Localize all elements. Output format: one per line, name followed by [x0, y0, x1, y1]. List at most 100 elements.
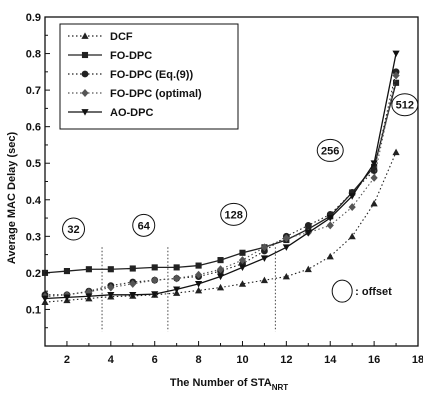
data-point	[370, 167, 378, 174]
data-point	[107, 291, 115, 299]
data-point	[239, 249, 246, 256]
data-point	[173, 274, 181, 283]
data-point	[85, 293, 93, 300]
legend-marker	[81, 32, 89, 39]
y-tick-label: 0.6	[26, 122, 41, 134]
y-tick-label: 0.2	[26, 268, 41, 280]
data-point	[63, 294, 71, 301]
data-point	[194, 280, 203, 288]
data-point	[85, 287, 93, 296]
data-point	[194, 270, 203, 279]
x-axis-title-main: The Number of STA	[170, 377, 272, 389]
data-point	[260, 255, 269, 262]
offset-ellipse	[391, 93, 419, 117]
offset-label: 128	[225, 209, 243, 221]
legend-marker	[81, 70, 89, 78]
y-tick-label: 0.9	[26, 12, 41, 24]
y-tick-label: 0.4	[26, 195, 42, 207]
x-tick-label: 18	[412, 354, 423, 366]
offset-ellipse	[62, 217, 86, 241]
data-point	[304, 221, 312, 229]
data-point	[326, 215, 334, 222]
offset-ellipse	[220, 202, 248, 226]
y-tick-label: 0.8	[26, 49, 41, 61]
x-tick-label: 12	[280, 354, 292, 366]
x-axis-title-subscript: NRT	[272, 383, 289, 392]
series-4	[41, 50, 400, 303]
data-point	[260, 276, 269, 284]
data-point	[41, 295, 49, 303]
legend-marker	[81, 89, 89, 97]
data-point	[304, 265, 312, 273]
offset-label: 256	[321, 145, 339, 157]
data-point	[129, 265, 136, 272]
offset-legend-label: : offset	[355, 286, 392, 298]
x-tick-label: 2	[64, 354, 70, 366]
data-point	[129, 279, 137, 288]
data-point	[348, 193, 356, 200]
legend-label: DCF	[110, 31, 133, 43]
data-point	[348, 203, 356, 212]
data-point	[370, 160, 378, 167]
x-tick-label: 14	[324, 354, 337, 366]
data-point	[173, 286, 181, 293]
offset-label: 64	[138, 220, 151, 232]
legend-marker	[81, 51, 89, 59]
data-point	[129, 291, 137, 299]
x-axis-title: The Number of STANRT	[170, 377, 288, 392]
legend-label: FO-DPC (optimal)	[110, 88, 202, 100]
series-layer	[41, 50, 400, 306]
offset-label: 32	[67, 224, 79, 236]
legend: DCF FO-DPC FO-DPC (Eq.(9)) FO-DPC (optimal)…	[59, 23, 239, 130]
y-tick-label: 0.7	[26, 85, 41, 97]
series-line	[45, 71, 397, 296]
data-point	[238, 280, 247, 287]
data-point	[107, 283, 115, 292]
offset-annotations: 32 64 128 256 512 : offset	[62, 93, 419, 303]
x-tick-label: 6	[152, 354, 158, 366]
data-point	[326, 221, 334, 230]
data-point	[370, 173, 378, 182]
x-tick-label: 16	[368, 354, 380, 366]
axis-ticks: 2 4 6 8 10 12 14 16 18 0.1 0.2 0.3 0.4 0.5 0.6 0.7 0.8 0.…	[26, 12, 423, 366]
data-point	[282, 244, 290, 251]
data-point	[63, 268, 71, 275]
section-dividers	[101, 247, 276, 332]
y-tick-label: 0.1	[26, 304, 41, 316]
data-point	[85, 266, 92, 273]
data-point	[371, 163, 378, 170]
series-3	[41, 71, 400, 301]
y-tick-label: 0.5	[26, 158, 41, 170]
data-point	[392, 50, 400, 58]
offset-ellipse	[132, 213, 156, 237]
legend-label: FO-DPC (Eq.(9))	[110, 69, 193, 81]
data-point	[194, 286, 203, 294]
data-point	[260, 243, 269, 252]
data-point	[195, 262, 202, 269]
y-tick-label: 0.3	[26, 231, 41, 243]
data-point	[151, 291, 159, 298]
y-axis-title: Average MAC Delay (sec)	[6, 132, 18, 265]
legend-label: AO-DPC	[110, 107, 153, 119]
legend-label: FO-DPC	[110, 50, 152, 62]
data-point	[216, 283, 225, 291]
offset-legend-ellipse	[331, 279, 353, 303]
offset-ellipse	[316, 138, 344, 162]
data-point	[392, 71, 400, 80]
data-point	[173, 264, 180, 271]
data-point	[282, 234, 290, 243]
data-point	[392, 79, 400, 86]
data-point	[217, 257, 224, 264]
x-tick-label: 8	[196, 354, 202, 366]
offset-label: 512	[396, 100, 414, 112]
data-point	[238, 264, 247, 272]
data-point	[348, 232, 356, 240]
data-point	[304, 229, 312, 237]
x-tick-label: 4	[108, 354, 115, 366]
data-point	[151, 264, 158, 271]
data-point	[326, 252, 334, 260]
data-point	[370, 199, 378, 207]
data-point	[107, 266, 114, 273]
data-point	[216, 273, 225, 281]
